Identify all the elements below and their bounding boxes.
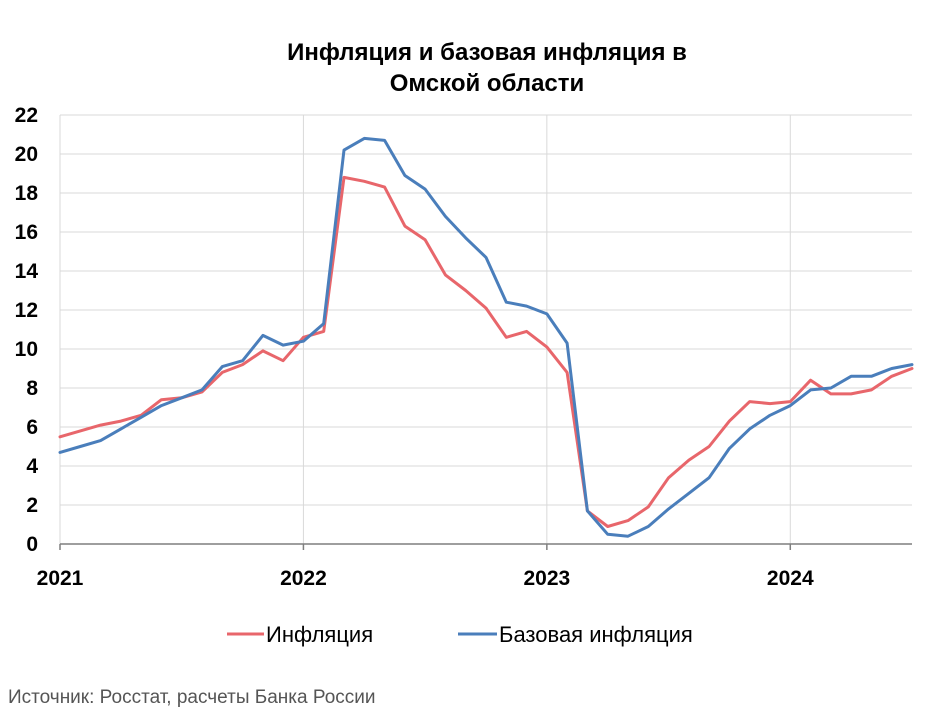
series-layer <box>58 136 914 538</box>
y-tick-label: 20 <box>15 143 38 166</box>
legend-label-inflation: Инфляция <box>266 622 373 647</box>
y-tick-label: 0 <box>26 533 38 556</box>
y-axis-ticks: 0 2 4 6 8 10 12 14 16 18 20 22 <box>15 104 39 556</box>
source-note: Источник: Росстат, расчеты Банка России <box>8 687 376 708</box>
x-tick-label: 2023 <box>523 567 570 590</box>
y-tick-label: 4 <box>26 455 38 478</box>
legend-label-core-inflation: Базовая инфляция <box>499 622 693 647</box>
chart-title-line-2: Омской области <box>390 70 585 97</box>
y-tick-label: 10 <box>15 338 38 361</box>
x-tick-label: 2022 <box>280 567 327 590</box>
x-axis-ticks: 2021 2022 2023 2024 <box>37 544 814 590</box>
legend: Инфляция Базовая инфляция <box>227 622 693 647</box>
y-tick-label: 22 <box>15 104 38 127</box>
y-tick-label: 18 <box>15 182 39 205</box>
y-tick-label: 8 <box>26 377 38 400</box>
chart-title-line-1: Инфляция и базовая инфляция в <box>287 39 687 66</box>
y-tick-label: 6 <box>26 416 38 439</box>
y-tick-label: 16 <box>15 221 38 244</box>
y-tick-label: 14 <box>15 260 39 283</box>
gridlines <box>59 114 912 544</box>
series-line-core-inflation <box>58 136 914 538</box>
series-line-inflation <box>58 175 914 528</box>
x-tick-label: 2021 <box>37 567 84 590</box>
y-tick-label: 2 <box>26 494 38 517</box>
x-tick-label: 2024 <box>767 567 814 590</box>
y-tick-label: 12 <box>15 299 38 322</box>
